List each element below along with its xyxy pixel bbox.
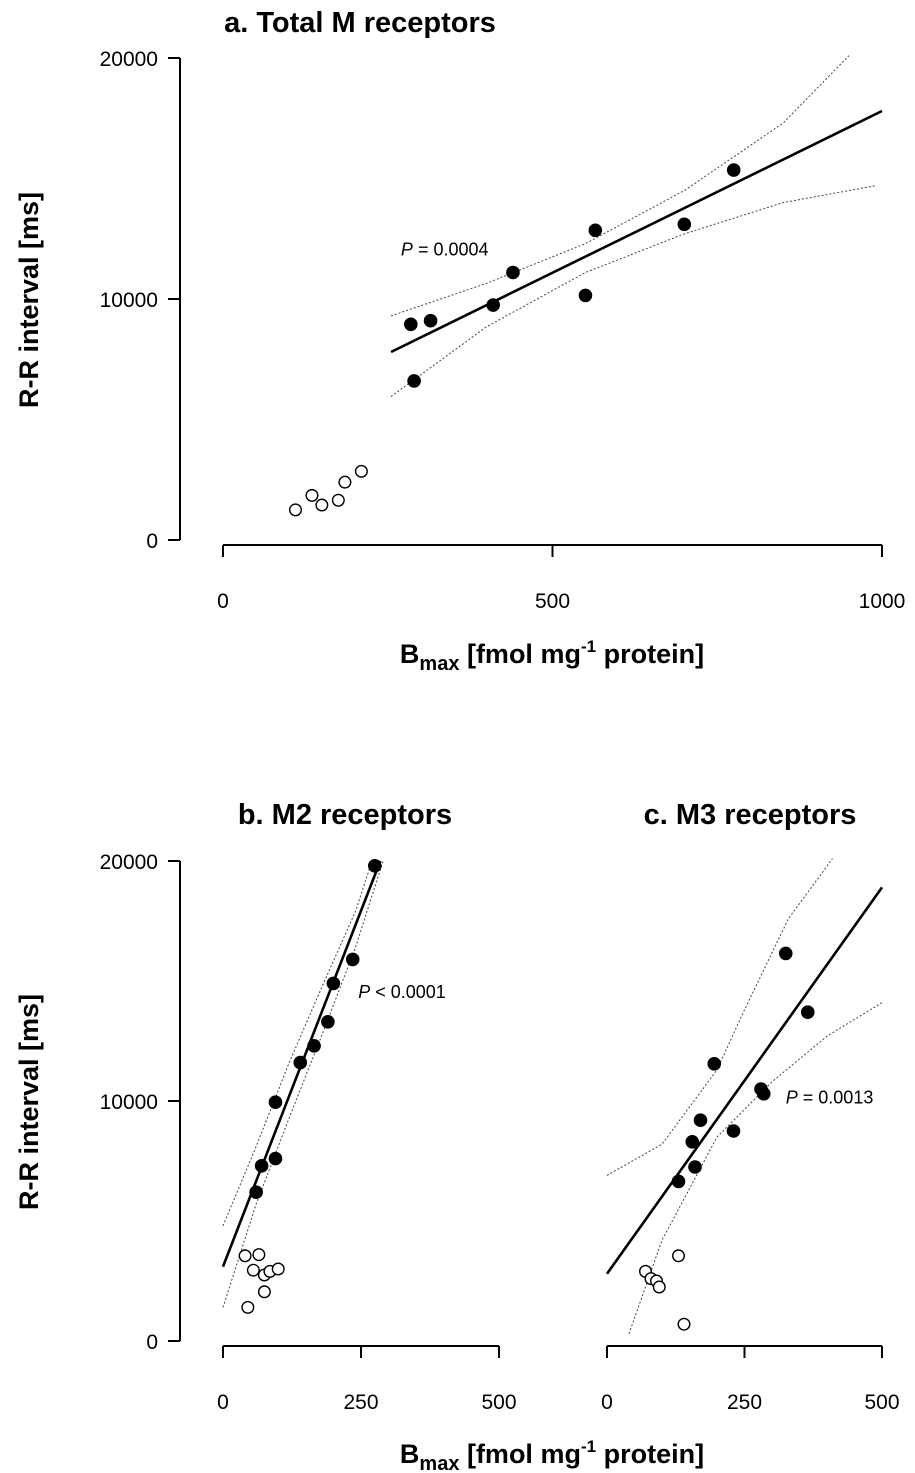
filled-data-point: [693, 1113, 708, 1127]
open-data-point: [354, 464, 368, 478]
filled-data-point: [404, 317, 418, 332]
ci-lower-line: [222, 860, 384, 1308]
x-tick-label: 500: [864, 1391, 899, 1414]
ci-upper-line: [390, 55, 850, 317]
ci-lower-line: [390, 185, 876, 398]
y-axis-title-bottom: R-R interval [ms]: [14, 994, 44, 1210]
p-value-text: = 0.0013: [798, 1087, 874, 1107]
p-value-text: < 0.0001: [370, 982, 446, 1002]
ci-upper-line: [606, 858, 833, 1176]
open-data-point: [271, 1262, 285, 1276]
filled-data-point: [268, 1095, 283, 1109]
p-value-label: P = 0.0004: [401, 240, 489, 260]
filled-data-point: [307, 1039, 321, 1053]
filled-data-point: [423, 313, 438, 328]
regression-line: [605, 886, 884, 1275]
filled-data-point: [588, 223, 603, 238]
open-data-point: [241, 1300, 255, 1314]
regression-line: [390, 109, 883, 354]
x-axis-title-main: B: [400, 639, 420, 669]
p-value-symbol: P: [358, 982, 370, 1002]
filled-data-point: [293, 1055, 308, 1070]
x-tick-label: 250: [343, 1391, 378, 1414]
open-data-point: [677, 1317, 691, 1331]
filled-data-point: [345, 952, 360, 967]
filled-data-point: [578, 288, 593, 303]
open-data-point: [672, 1249, 686, 1263]
x-axis-title-sup: -1: [581, 1437, 596, 1456]
filled-data-point: [321, 1015, 335, 1029]
open-data-point: [338, 475, 352, 489]
panel-b-m2-receptors: b. M2 receptors 0 250 500 0 10000 20000 P < 0.0…: [100, 799, 517, 1414]
filled-data-point: [254, 1159, 269, 1173]
p-value-text: = 0.0004: [413, 240, 489, 260]
panel-title: a. Total M receptors: [224, 7, 496, 39]
panel-title: c. M3 receptors: [644, 799, 857, 831]
filled-data-point: [506, 265, 520, 280]
x-axis-title-sub: max: [419, 1453, 459, 1473]
x-axis-title-end: protein]: [596, 1439, 704, 1469]
filled-data-point: [671, 1174, 686, 1189]
x-axis-title-sup: -1: [581, 637, 596, 656]
y-tick-label: 10000: [100, 1091, 158, 1114]
y-tick-label: 0: [146, 530, 158, 553]
filled-data-point: [726, 1124, 741, 1138]
filled-data-point: [707, 1057, 722, 1071]
x-axis-title-mid: [fmol mg: [459, 1439, 581, 1469]
x-tick-label: 250: [727, 1391, 762, 1414]
x-tick-label: 0: [217, 590, 229, 613]
x-axis-title-main: B: [400, 1439, 420, 1469]
filled-data-point: [685, 1135, 700, 1149]
filled-data-point: [368, 859, 382, 873]
x-axis-title-mid: [fmol mg: [459, 639, 581, 669]
p-value-symbol: P: [786, 1087, 798, 1107]
open-data-point: [257, 1285, 271, 1299]
filled-data-point: [756, 1087, 771, 1101]
open-data-point: [238, 1249, 252, 1263]
filled-data-point: [249, 1185, 263, 1199]
filled-data-point: [268, 1151, 283, 1166]
open-data-point: [246, 1263, 260, 1277]
x-tick-label: 500: [481, 1391, 516, 1414]
x-tick-label: 1000: [859, 590, 906, 613]
y-tick-label: 20000: [100, 48, 158, 71]
x-axis-title-top: Bmax [fmol mg-1 protein]: [400, 637, 704, 675]
panel-c-m3-receptors: c. M3 receptors 0 250 500 P = 0.0013: [601, 799, 899, 1414]
panel-title: b. M2 receptors: [238, 799, 452, 831]
p-value-label: P = 0.0013: [786, 1087, 874, 1107]
filled-data-point: [778, 946, 793, 961]
filled-data-point: [486, 298, 500, 312]
open-data-point: [305, 488, 319, 502]
y-tick-label: 0: [146, 1331, 158, 1354]
open-data-point: [315, 498, 329, 512]
filled-data-point: [726, 163, 741, 177]
x-axis-title-bottom: Bmax [fmol mg-1 protein]: [400, 1437, 704, 1473]
x-tick-label: 0: [601, 1391, 613, 1414]
x-tick-label: 500: [535, 590, 570, 613]
y-tick-label: 20000: [100, 851, 158, 874]
open-data-point: [331, 493, 345, 507]
y-tick-label: 10000: [100, 289, 158, 312]
p-value-label: P < 0.0001: [358, 982, 446, 1002]
p-value-symbol: P: [401, 240, 413, 260]
x-tick-label: 0: [217, 1391, 229, 1414]
x-axis-title-end: protein]: [596, 639, 704, 669]
x-axis-title-sub: max: [419, 653, 459, 675]
open-data-point: [288, 503, 302, 517]
filled-data-point: [800, 1005, 815, 1020]
open-data-point: [252, 1248, 266, 1262]
open-data-point: [652, 1280, 666, 1294]
y-axis-title-top: R-R interval [ms]: [14, 192, 44, 408]
filled-data-point: [326, 976, 341, 991]
filled-data-point: [677, 217, 692, 232]
filled-data-point: [688, 1160, 702, 1174]
ci-lower-line: [628, 1002, 883, 1334]
filled-data-point: [407, 374, 421, 388]
ci-upper-line: [222, 860, 373, 1226]
